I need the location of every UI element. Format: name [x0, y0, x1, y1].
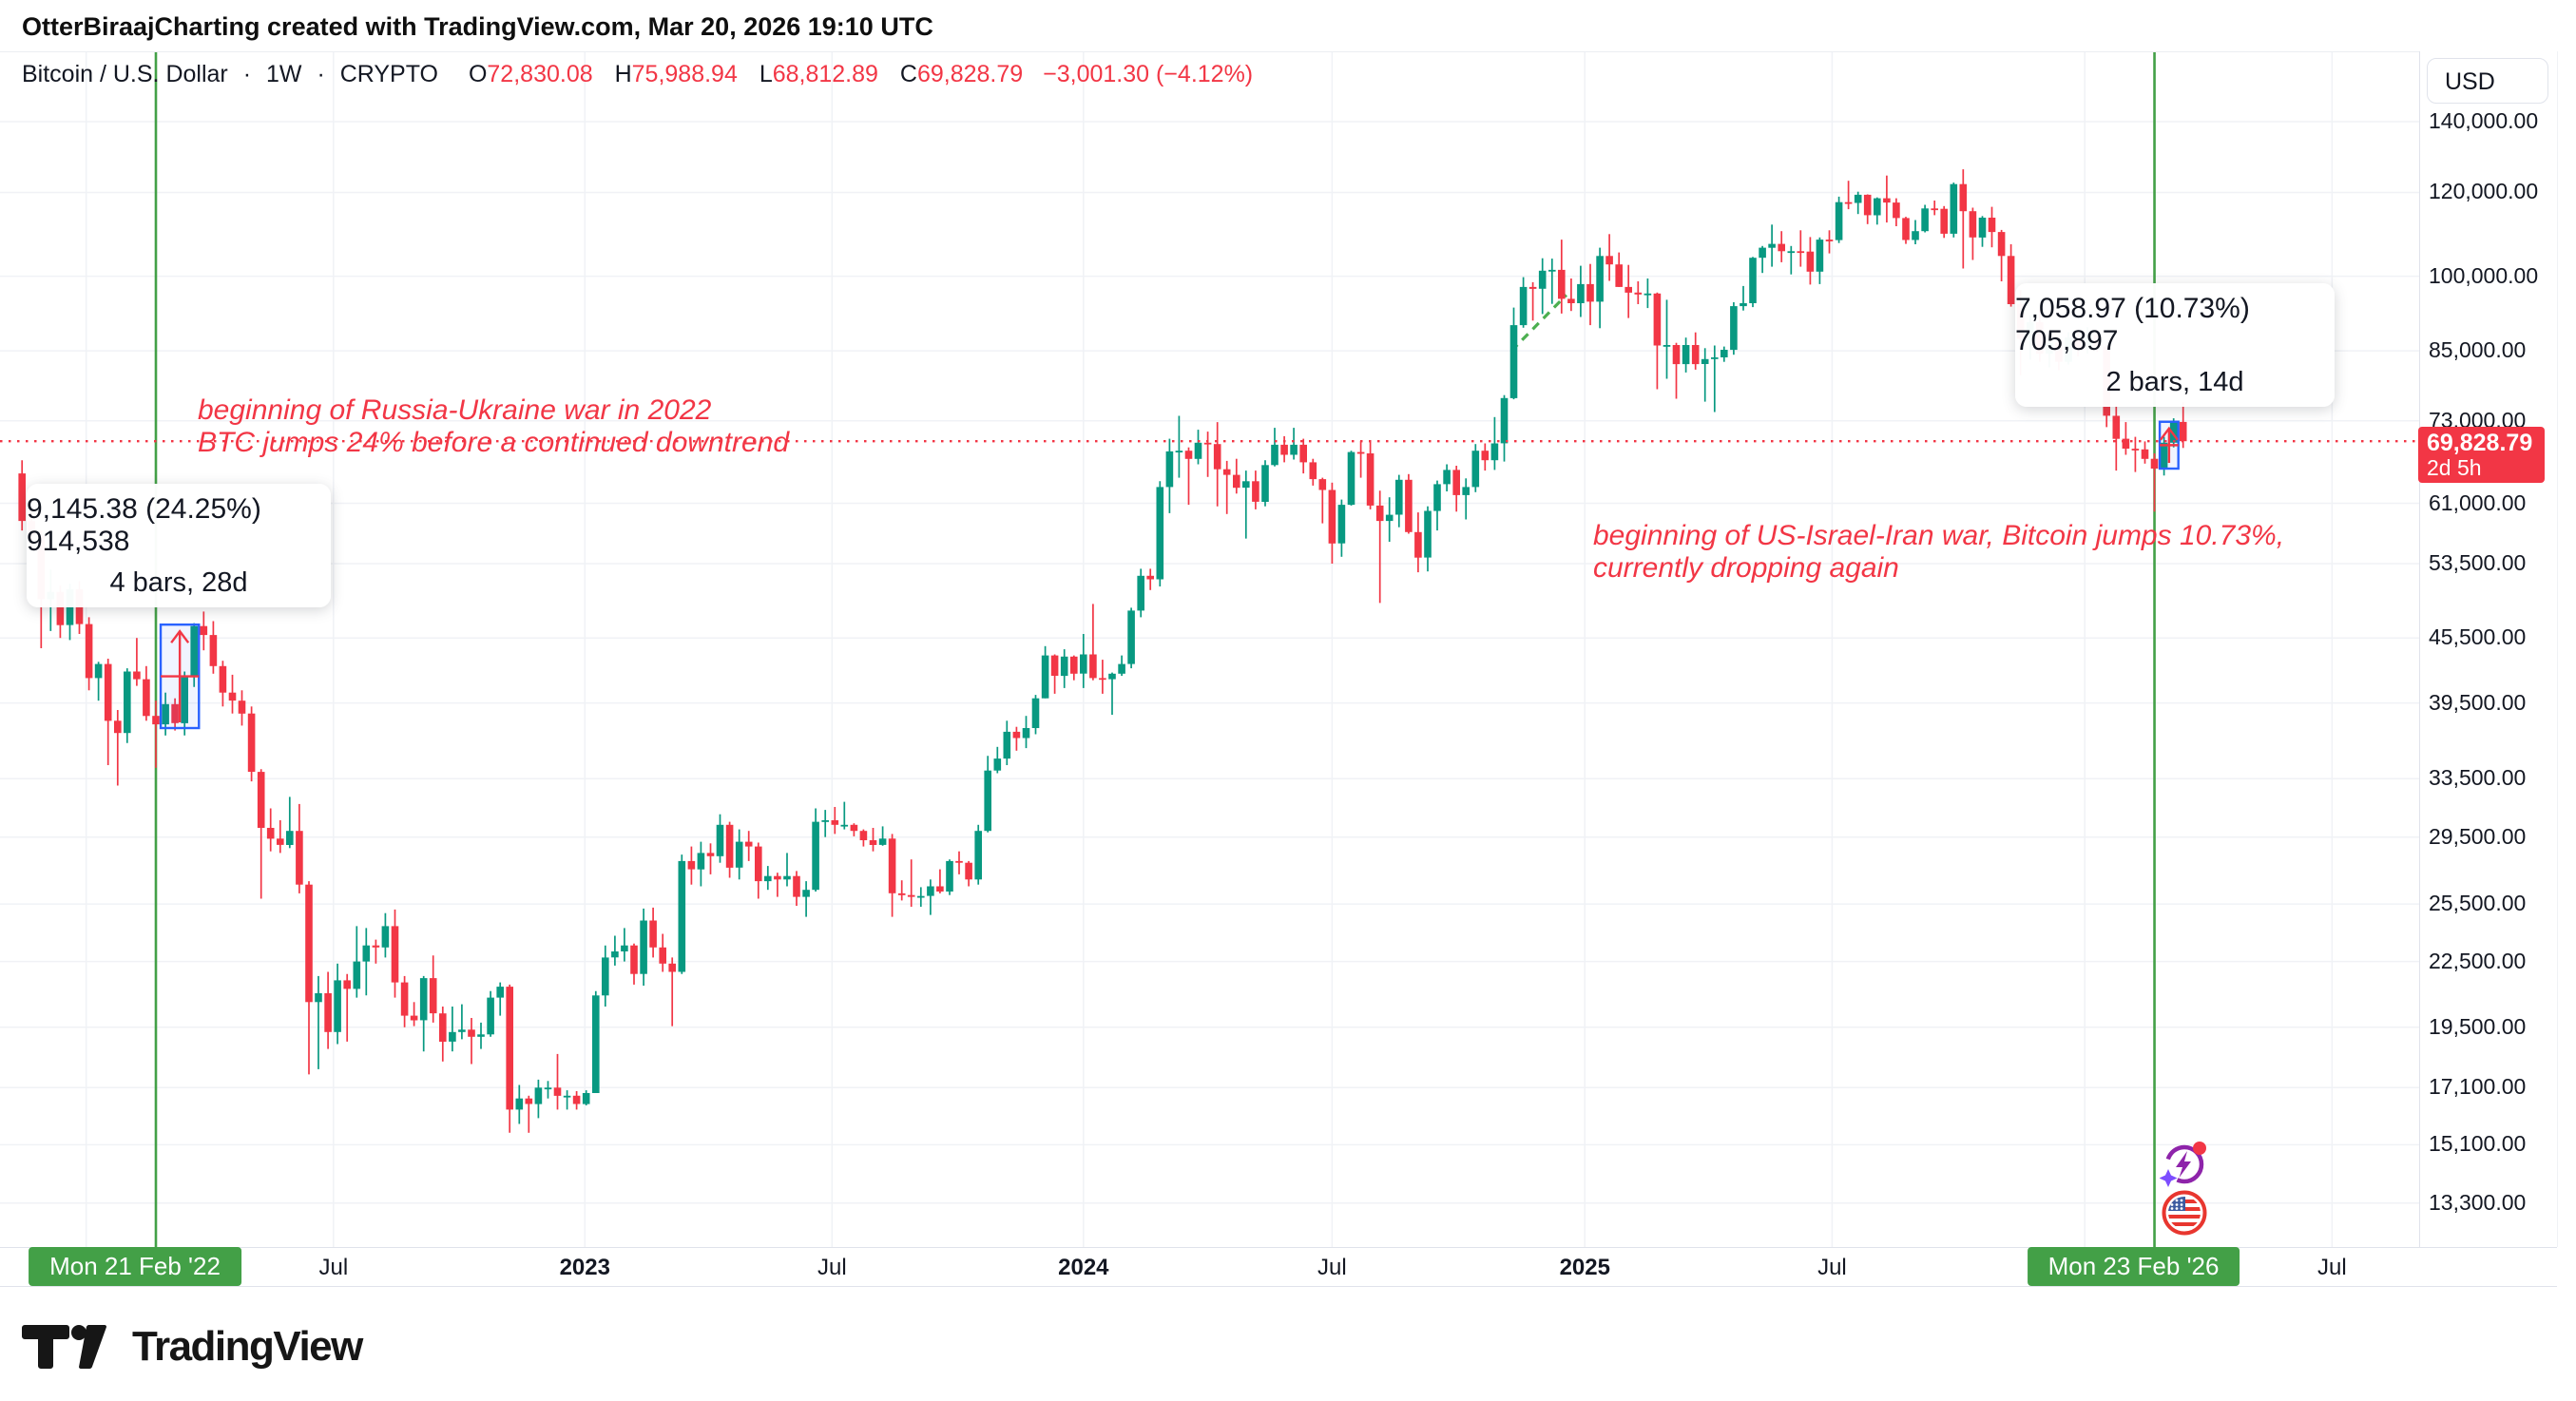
ohlc-high: H75,988.94 [614, 61, 738, 87]
time-tick-label: 2024 [1058, 1255, 1109, 1280]
currency-toggle-button[interactable]: USD [2427, 58, 2548, 104]
time-tick-label: 2025 [1559, 1255, 1610, 1280]
time-tick-label: 2023 [559, 1255, 610, 1280]
trend-dashes [1509, 294, 1567, 353]
us-flag [2168, 1197, 2201, 1229]
chart-legend: Bitcoin / U.S. Dollar · 1W · CRYPTO O72,… [22, 61, 1253, 88]
chart-plot-area[interactable]: Bitcoin / U.S. Dollar · 1W · CRYPTO O72,… [0, 51, 2419, 1248]
sparkle-icon [2159, 1169, 2178, 1187]
price-tick-label: 29,500.00 [2429, 823, 2527, 849]
price-tick-label: 13,300.00 [2429, 1189, 2527, 1215]
price-range-measurements [159, 420, 2180, 730]
price-tick-label: 15,100.00 [2429, 1131, 2527, 1157]
price-tick-label: 39,500.00 [2429, 689, 2527, 715]
time-tick-label: Jul [1817, 1255, 1847, 1280]
page-title: OtterBiraajCharting created with Trading… [22, 12, 933, 41]
ohlc-low: L68,812.89 [759, 61, 878, 87]
price-tick-label: 120,000.00 [2429, 179, 2539, 204]
price-tick-label: 53,500.00 [2429, 549, 2527, 575]
symbol-name[interactable]: Bitcoin / U.S. Dollar [22, 61, 228, 87]
bar-countdown: 2d 5h [2427, 455, 2482, 481]
annotation-us-israel-iran[interactable]: beginning of US-Israel-Iran war, Bitcoin… [1593, 520, 2285, 584]
ohlc-open: O72,830.08 [468, 61, 593, 87]
price-tick-label: 19,500.00 [2429, 1013, 2527, 1039]
measure-tooltip-2026: 7,058.97 (10.73%) 705,897 2 bars, 14d [2015, 283, 2335, 407]
last-price-tag: 69,828.79 2d 5h [2418, 427, 2545, 484]
time-scale[interactable]: Jul 2023 Jul 2024 Jul 2025 Jul Jul Mon 21 Feb '2… [0, 1247, 2557, 1287]
tradingview-logo-icon [22, 1325, 106, 1369]
measure-tooltip-2022: 9,145.38 (24.25%) 914,538 4 bars, 28d [27, 484, 331, 607]
price-tick-label: 61,000.00 [2429, 489, 2527, 515]
lightning-bolt-icon [2176, 1151, 2191, 1178]
time-tick-label: Jul [2317, 1255, 2347, 1280]
timeline-event-icons [2159, 1140, 2209, 1282]
event-date-label: Mon 23 Feb '26 [2027, 1247, 2240, 1286]
time-tick-label: Jul [1317, 1255, 1347, 1280]
news-icon-ring [2164, 1144, 2204, 1184]
price-tick-label: 140,000.00 [2429, 107, 2539, 133]
exchange-label[interactable]: CRYPTO [339, 61, 438, 87]
notification-dot [2193, 1142, 2206, 1155]
last-price-value: 69,828.79 [2427, 430, 2533, 457]
legend-separator: · [242, 61, 252, 87]
tradingview-wordmark: TradingView [132, 1323, 363, 1370]
interval-label[interactable]: 1W [265, 61, 302, 87]
price-tick-label: 100,000.00 [2429, 262, 2539, 288]
candlestick-chart[interactable] [0, 52, 2419, 1248]
price-tick-label: 17,100.00 [2429, 1074, 2527, 1100]
price-tick-label: 45,500.00 [2429, 624, 2527, 650]
price-tick-label: 25,500.00 [2429, 891, 2527, 916]
event-date-label: Mon 21 Feb '22 [29, 1247, 241, 1286]
footer-branding: TradingView [22, 1323, 363, 1371]
us-flag-event-icon[interactable] [2160, 1188, 2209, 1238]
price-change: −3,001.30 (−4.12%) [1043, 61, 1254, 87]
event-lines [154, 52, 2156, 1248]
price-tick-label: 33,500.00 [2429, 765, 2527, 791]
legend-separator: · [317, 61, 325, 87]
price-tick-label: 22,500.00 [2429, 948, 2527, 973]
time-tick-label: Jul [817, 1255, 847, 1280]
price-tick-label: 85,000.00 [2429, 337, 2527, 363]
annotation-russia-ukraine[interactable]: beginning of Russia-Ukraine war in 2022 … [198, 394, 790, 458]
gridlines [0, 52, 2419, 1248]
ohlc-close: C69,828.79 [899, 61, 1024, 87]
price-scale[interactable]: USD 140,000.00 120,000.00 100,000.00 85,000… [2418, 51, 2558, 1247]
time-tick-label: Jul [318, 1255, 349, 1280]
news-flash-event-icon[interactable] [2159, 1140, 2209, 1189]
candles [18, 169, 2187, 1133]
